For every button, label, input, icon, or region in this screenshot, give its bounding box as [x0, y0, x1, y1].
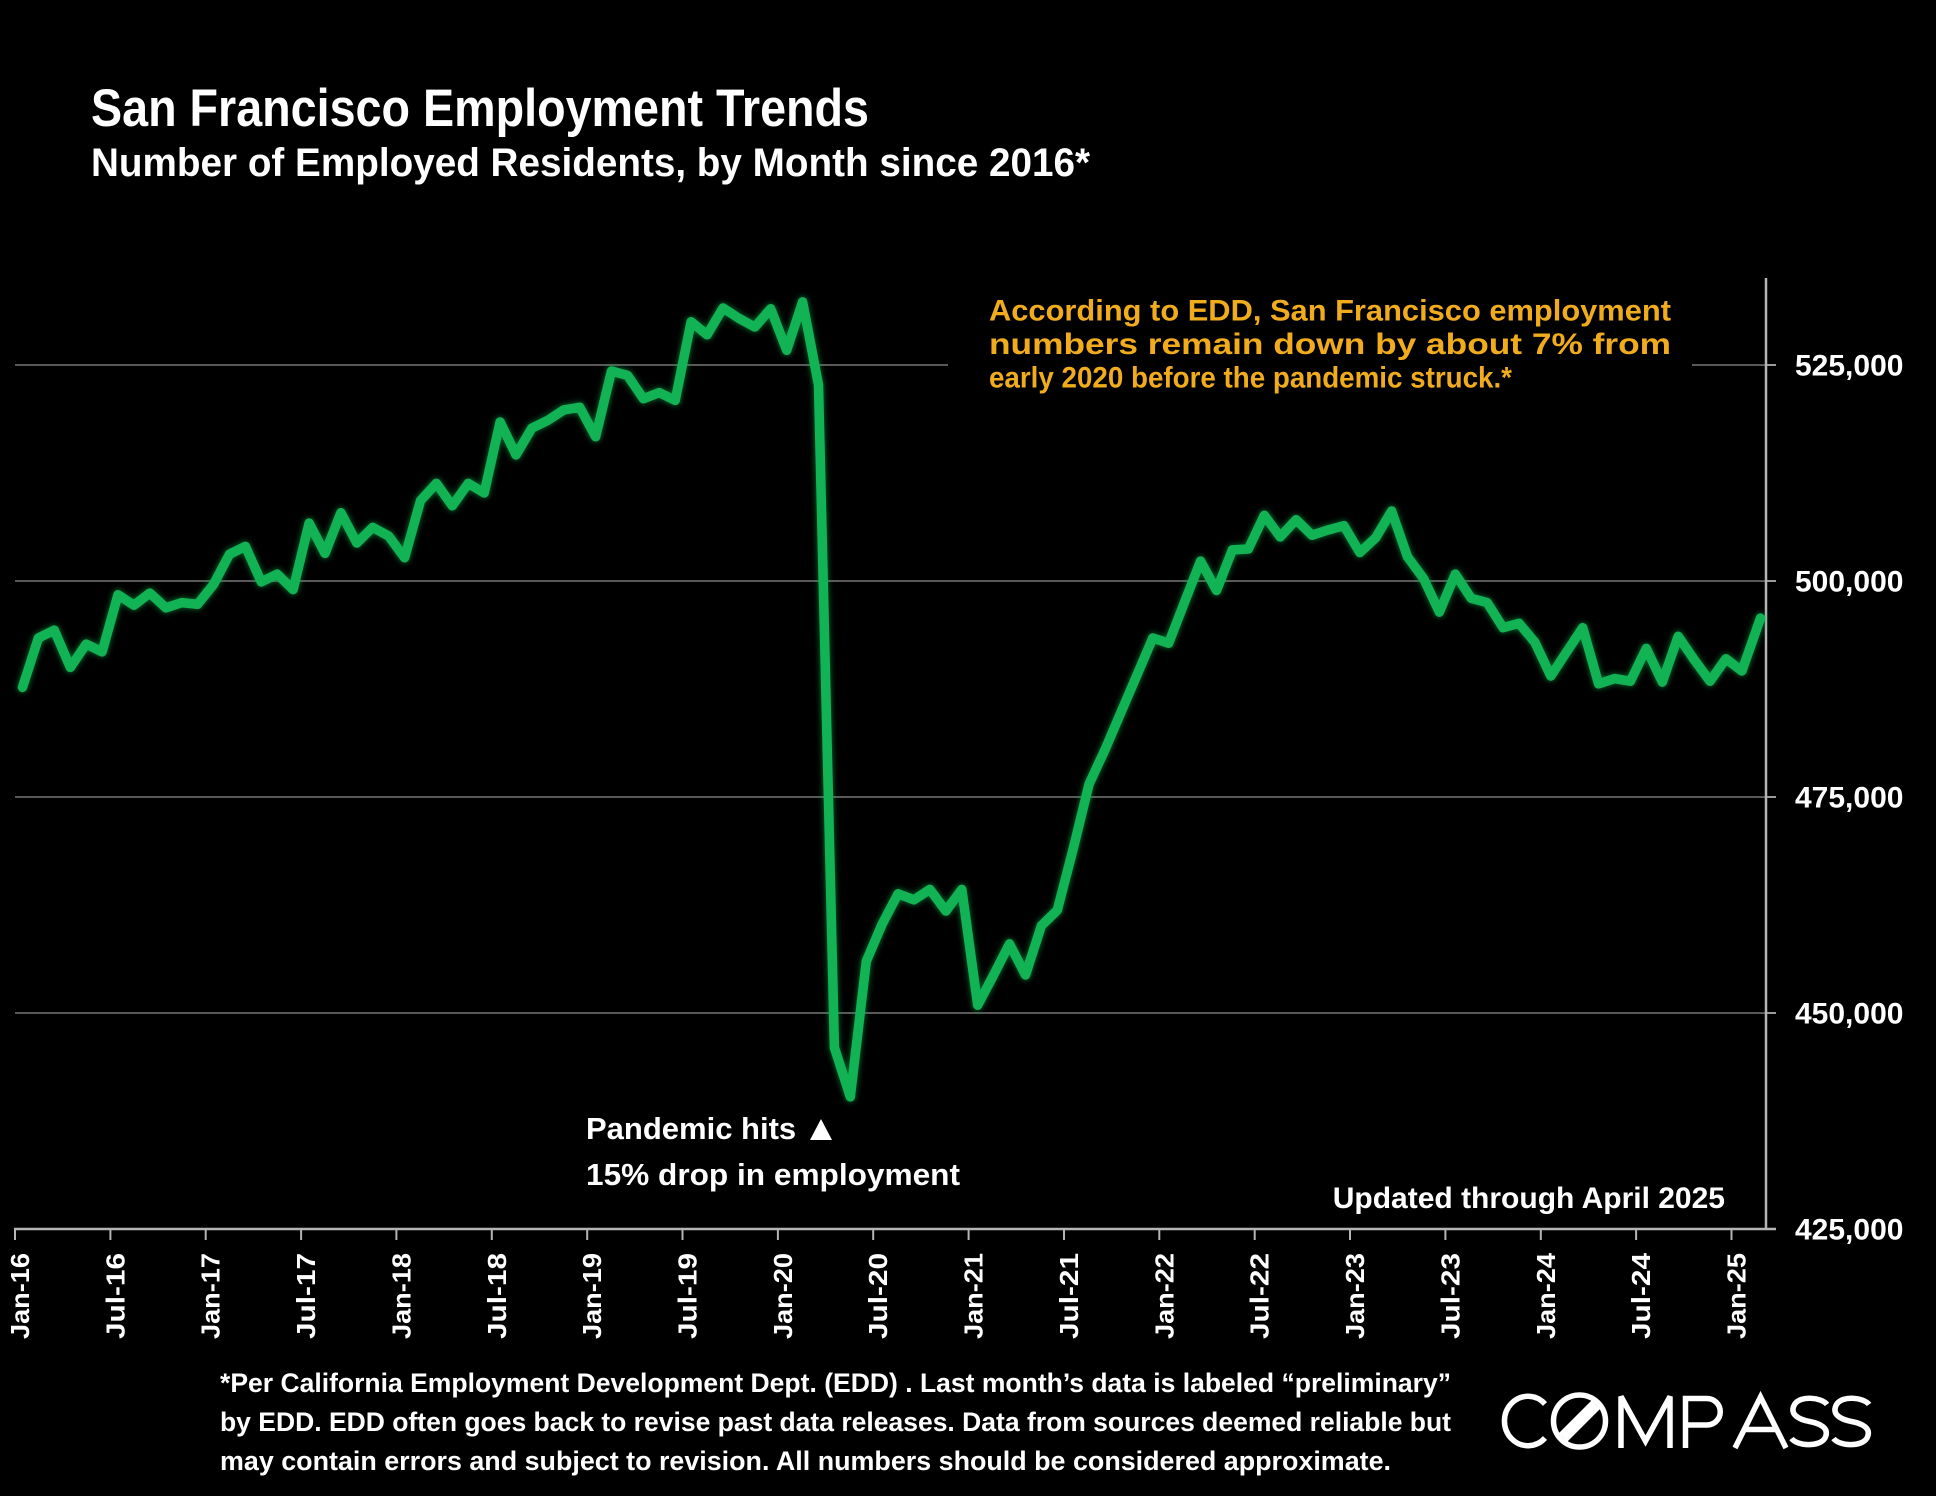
svg-text:475,000: 475,000 [1795, 782, 1903, 815]
svg-text:15% drop in employment: 15% drop in employment [586, 1157, 960, 1192]
svg-text:Number of Employed Residents,: Number of Employed Residents, by Month s… [91, 141, 1090, 185]
svg-text:Jan-25: Jan-25 [1722, 1253, 1752, 1339]
svg-text:may contain errors and subject: may contain errors and subject to revisi… [220, 1446, 1391, 1476]
svg-text:Jan-18: Jan-18 [386, 1253, 416, 1339]
svg-text:Jan-20: Jan-20 [768, 1253, 798, 1339]
svg-text:Jan-24: Jan-24 [1531, 1252, 1561, 1339]
svg-text:early 2020 before the pandemic: early 2020 before the pandemic struck.* [989, 362, 1512, 395]
svg-text:Jan-21: Jan-21 [959, 1253, 989, 1339]
svg-text:525,000: 525,000 [1795, 350, 1903, 383]
svg-text:500,000: 500,000 [1795, 566, 1903, 599]
svg-text:Updated through April 2025: Updated through April 2025 [1333, 1182, 1725, 1215]
svg-text:numbers remain down by about 7: numbers remain down by about 7% from [989, 328, 1671, 361]
svg-text:by EDD. EDD often goes back to: by EDD. EDD often goes back to revise pa… [220, 1407, 1451, 1437]
svg-text:*Per California Employment Dev: *Per California Employment Development D… [220, 1368, 1451, 1398]
svg-text:425,000: 425,000 [1795, 1214, 1903, 1247]
svg-text:Jul-17: Jul-17 [291, 1253, 321, 1339]
svg-text:Jan-19: Jan-19 [577, 1253, 607, 1339]
svg-text:Jul-20: Jul-20 [863, 1253, 893, 1339]
svg-text:Jul-22: Jul-22 [1245, 1253, 1275, 1339]
svg-text:Jul-18: Jul-18 [482, 1253, 512, 1339]
svg-text:Jul-21: Jul-21 [1054, 1253, 1084, 1339]
svg-text:Jan-17: Jan-17 [196, 1253, 226, 1339]
svg-text:Jan-16: Jan-16 [5, 1253, 35, 1339]
svg-text:Jul-24: Jul-24 [1626, 1252, 1656, 1339]
svg-text:Jan-23: Jan-23 [1340, 1253, 1370, 1339]
svg-text:450,000: 450,000 [1795, 998, 1903, 1031]
svg-text:Jul-16: Jul-16 [100, 1253, 130, 1339]
svg-text:Jan-22: Jan-22 [1149, 1253, 1179, 1339]
svg-text:Jul-23: Jul-23 [1435, 1253, 1465, 1339]
svg-text:Jul-19: Jul-19 [673, 1253, 703, 1339]
svg-text:Pandemic hits: Pandemic hits [586, 1111, 796, 1146]
svg-text:According to EDD, San Francisc: According to EDD, San Francisco employme… [989, 295, 1671, 328]
svg-text:San Francisco Employment Trend: San Francisco Employment Trends [91, 79, 869, 138]
